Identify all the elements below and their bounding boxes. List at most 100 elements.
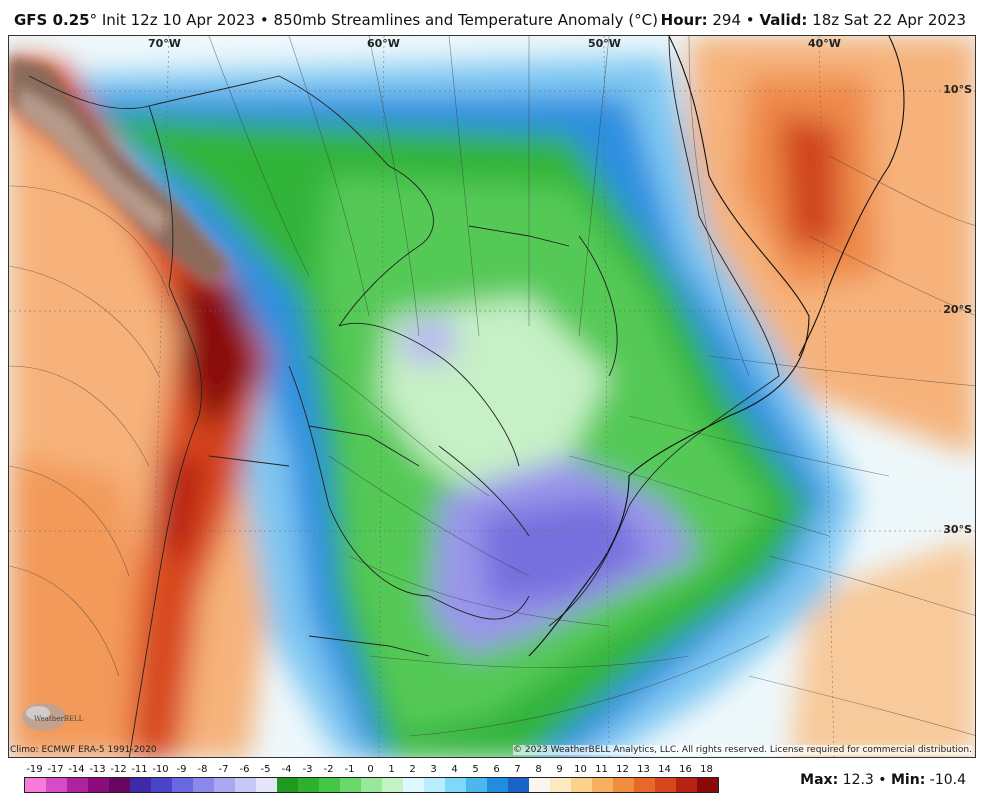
temperature-anomaly-map — [8, 35, 976, 758]
colorbar-swatch — [655, 778, 676, 792]
streamlines — [9, 36, 975, 737]
map-canvas — [9, 36, 975, 757]
colorbar-label: 5 — [472, 764, 479, 775]
colorbar-label: 11 — [595, 764, 608, 775]
map-title: GFS 0.25° Init 12z 10 Apr 2023 • 850mb S… — [14, 11, 658, 29]
max-min-stats: Max: 12.3 • Min: -10.4 — [800, 772, 966, 788]
colorbar-label: -4 — [281, 764, 292, 775]
colorbar-label: -12 — [110, 764, 127, 775]
colorbar-swatch — [46, 778, 67, 792]
colorbar-swatch — [340, 778, 361, 792]
svg-text:WeatherBELL: WeatherBELL — [34, 715, 84, 723]
colorbar-swatch — [25, 778, 46, 792]
colorbar-swatch — [424, 778, 445, 792]
colorbar-label: 1 — [388, 764, 395, 775]
colorbar-label: -13 — [89, 764, 106, 775]
lat-label-20s: 20°S — [943, 303, 972, 316]
colorbar-swatch — [319, 778, 340, 792]
colorbar-label: -2 — [323, 764, 334, 775]
colorbar-label: -10 — [152, 764, 169, 775]
colorbar-label: -3 — [302, 764, 313, 775]
colorbar-swatch — [403, 778, 424, 792]
colorbar-swatch — [697, 778, 718, 792]
colorbar-label: 12 — [616, 764, 629, 775]
colorbar-label: -9 — [176, 764, 187, 775]
valid-label: Valid — [759, 11, 802, 29]
max-label: Max — [800, 772, 833, 788]
valid-value: 18z Sat 22 Apr 2023 — [812, 11, 966, 29]
colorbar-swatch — [361, 778, 382, 792]
stats-bullet: • — [878, 772, 887, 788]
colorbar-label: 10 — [574, 764, 587, 775]
colorbar-swatch — [256, 778, 277, 792]
valid-bullet: • — [745, 11, 755, 29]
colorbar-label: -8 — [197, 764, 208, 775]
lon-label-70w: 70°W — [148, 37, 181, 50]
colorbar-swatch — [235, 778, 256, 792]
colorbar-swatch — [529, 778, 550, 792]
colorbar-swatches — [24, 777, 719, 793]
colorbar-swatch — [571, 778, 592, 792]
colorbar-label: -1 — [344, 764, 355, 775]
colorbar-swatch — [634, 778, 655, 792]
title-bullet: • — [259, 11, 269, 29]
colorbar-label: 9 — [556, 764, 563, 775]
colorbar-label: 18 — [700, 764, 713, 775]
graticule — [9, 36, 975, 757]
colorbar-label: 4 — [451, 764, 458, 775]
colorbar-label: -17 — [47, 764, 64, 775]
lon-label-50w: 50°W — [588, 37, 621, 50]
colorbar-swatch — [298, 778, 319, 792]
colorbar-swatch — [214, 778, 235, 792]
colorbar-label: -19 — [26, 764, 43, 775]
colorbar-swatch — [67, 778, 88, 792]
colorbar-swatch — [172, 778, 193, 792]
colorbar-label: -14 — [68, 764, 85, 775]
colorbar-label: 16 — [679, 764, 692, 775]
model-name: GFS 0.25 — [14, 11, 90, 29]
hour-value: 294 — [712, 11, 742, 29]
header-bar: GFS 0.25° Init 12z 10 Apr 2023 • 850mb S… — [0, 0, 984, 36]
colorbar-swatch — [613, 778, 634, 792]
min-value: -10.4 — [929, 772, 966, 788]
colorbar-swatch — [487, 778, 508, 792]
colorbar-swatch — [466, 778, 487, 792]
degree-mark: ° — [89, 11, 98, 29]
colorbar-swatch — [550, 778, 571, 792]
colorbar-swatch — [382, 778, 403, 792]
valid-time-info: Hour: 294 • Valid: 18z Sat 22 Apr 2023 — [660, 11, 966, 29]
colorbar-swatch — [676, 778, 697, 792]
colorbar-swatch — [445, 778, 466, 792]
init-time: Init 12z 10 Apr 2023 — [101, 11, 256, 29]
coastline — [528, 36, 810, 657]
colorbar-label: 6 — [493, 764, 500, 775]
hour-label: Hour — [660, 11, 702, 29]
lon-label-40w: 40°W — [808, 37, 841, 50]
copyright-note: © 2023 WeatherBELL Analytics, LLC. All r… — [513, 745, 972, 755]
weatherbell-logo: WeatherBELL — [22, 703, 84, 731]
colorbar-swatch — [508, 778, 529, 792]
colorbar-label: 13 — [637, 764, 650, 775]
colorbar-label: -5 — [260, 764, 271, 775]
colorbar: -19 -17 -14 -13 -12 -11 -10 -9 -8 -7 -6 -5 -4 -3 -2 -1 0… — [24, 763, 719, 793]
colorbar-label: -6 — [239, 764, 250, 775]
climo-note: Climo: ECMWF ERA-5 1991-2020 — [10, 745, 157, 755]
lat-label-30s: 30°S — [943, 523, 972, 536]
colorbar-label: -7 — [218, 764, 229, 775]
colorbar-swatch — [88, 778, 109, 792]
colorbar-swatch — [193, 778, 214, 792]
product-name: 850mb Streamlines and Temperature Anomal… — [273, 11, 659, 29]
min-label: Min — [891, 772, 920, 788]
colorbar-label: 0 — [367, 764, 374, 775]
colorbar-label: -11 — [131, 764, 148, 775]
colorbar-labels: -19 -17 -14 -13 -12 -11 -10 -9 -8 -7 -6 -5 -4 -3 -2 -1 0… — [24, 763, 719, 777]
colorbar-label: 2 — [409, 764, 416, 775]
max-value: 12.3 — [842, 772, 874, 788]
lat-label-10s: 10°S — [943, 83, 972, 96]
colorbar-label: 14 — [658, 764, 671, 775]
colorbar-swatch — [130, 778, 151, 792]
colorbar-label: 7 — [514, 764, 521, 775]
colorbar-swatch — [151, 778, 172, 792]
colorbar-swatch — [277, 778, 298, 792]
colorbar-swatch — [109, 778, 130, 792]
